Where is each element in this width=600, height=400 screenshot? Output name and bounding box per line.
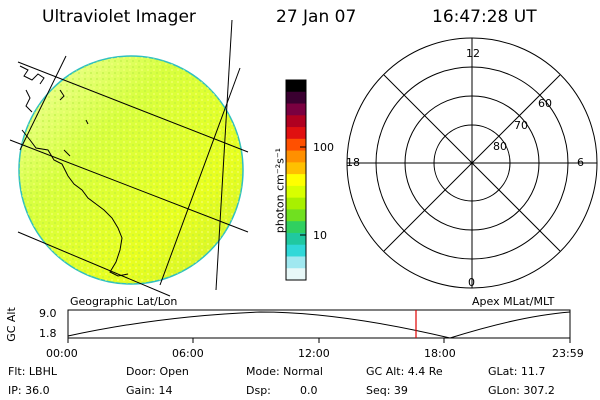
app-title: Ultraviolet Imager [42, 7, 196, 27]
colorbar-band [286, 221, 306, 234]
geo-latlon-title: Geographic Lat/Lon [70, 295, 178, 308]
coastline [19, 65, 129, 277]
seq-info: Seq: 39 [366, 384, 408, 397]
glat-info: GLat: 11.7 [488, 365, 546, 378]
polar-mlt-plot [346, 37, 598, 289]
ip-info: IP: 36.0 [8, 384, 50, 397]
mode-info: Mode: Normal [246, 365, 323, 378]
x-tick-1800: 18:00 [424, 347, 456, 360]
colorbar-band [286, 91, 306, 105]
date-label: 27 Jan 07 [276, 7, 357, 27]
mlt-label-0: 0 [468, 276, 475, 289]
x-tick-1200: 12:00 [298, 347, 330, 360]
dsp-label: Dsp: [246, 384, 271, 397]
colorbar-band [286, 244, 306, 258]
colorbar-band [286, 256, 306, 269]
door-info: Door: Open [126, 365, 189, 378]
colorbar-band [286, 150, 306, 163]
x-tick-0000: 00:00 [46, 347, 78, 360]
colorbar-band [286, 138, 306, 152]
x-tick-2359: 23:59 [552, 347, 584, 360]
y-tick-9: 9.0 [39, 307, 57, 320]
mlt-label-18: 18 [346, 156, 360, 169]
time-label: 16:47:28 UT [432, 7, 537, 27]
lat-label-60: 60 [538, 97, 552, 110]
colorbar-band [286, 268, 306, 281]
gc-alt-info: GC Alt: 4.4 Re [366, 365, 443, 378]
colorbar-band [286, 103, 306, 116]
gain-info: Gain: 14 [126, 384, 173, 397]
colorbar-band [286, 197, 306, 211]
glon-info: GLon: 307.2 [488, 384, 555, 397]
geographic-grid [9, 19, 249, 297]
filter-info: Flt: LBHL [8, 365, 57, 378]
colorbar-band [286, 232, 306, 246]
colorbar-band [286, 162, 306, 175]
colorbar-band [286, 115, 306, 128]
colorbar-band [286, 174, 306, 187]
altitude-plot [67, 309, 571, 343]
colorbar-band [286, 80, 306, 93]
colorbar-band [286, 185, 306, 199]
color-scale-bar [285, 79, 307, 281]
colorbar-band [286, 209, 306, 222]
lat-label-70: 70 [514, 119, 528, 132]
colorbar-band [286, 127, 306, 140]
apex-mlat-title: Apex MLat/MLT [472, 295, 555, 308]
colorbar-tick-100: 100 [313, 141, 334, 154]
mlt-label-12: 12 [466, 47, 480, 60]
gc-alt-axis-label: GC Alt [4, 307, 18, 342]
y-tick-1-8: 1.8 [39, 327, 57, 340]
lat-label-80: 80 [493, 140, 507, 153]
colorbar-tick-10: 10 [313, 229, 327, 242]
mlt-label-6: 6 [577, 156, 584, 169]
colorbar-unit-label: photon cm⁻²s⁻¹ [273, 147, 287, 234]
dsp-value: 0.0 [300, 384, 318, 397]
x-tick-0600: 06:00 [172, 347, 204, 360]
uv-image-disk [18, 55, 244, 285]
